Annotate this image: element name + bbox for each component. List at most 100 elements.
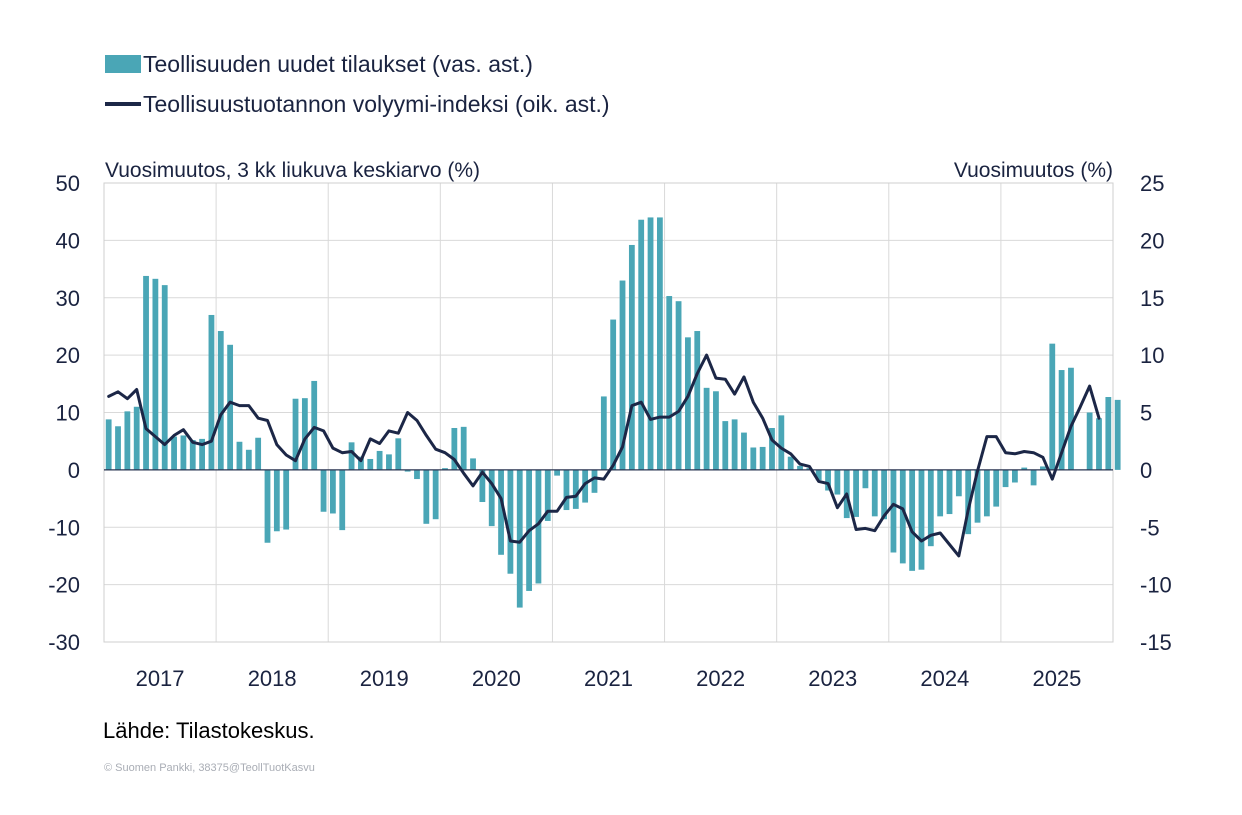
source-note: Lähde: Tilastokeskus. xyxy=(103,718,315,743)
bar xyxy=(479,469,486,503)
x-tick-label: 2017 xyxy=(136,666,185,691)
bar xyxy=(731,419,738,470)
bar xyxy=(1012,469,1018,483)
bar xyxy=(115,426,121,470)
bar xyxy=(1049,343,1056,470)
bar xyxy=(591,469,598,493)
bar xyxy=(264,469,271,543)
bar xyxy=(890,469,897,553)
bar xyxy=(470,458,476,470)
legend-label-bars: Teollisuuden uudet tilaukset (vas. ast.) xyxy=(143,50,533,77)
y-right-tick-label: -10 xyxy=(1140,573,1172,598)
bar xyxy=(348,442,355,470)
x-tick-label: 2020 xyxy=(472,666,521,691)
bar xyxy=(171,436,177,470)
bar xyxy=(507,469,514,574)
y-right-tick-label: 20 xyxy=(1140,228,1164,253)
bar xyxy=(899,469,906,564)
bar xyxy=(227,344,234,470)
bar xyxy=(105,419,112,470)
y-left-axis-title: Vuosimuutos, 3 kk liukuva keskiarvo (%) xyxy=(105,159,480,182)
bar xyxy=(797,465,803,470)
x-tick-label: 2019 xyxy=(360,666,409,691)
bar xyxy=(245,449,252,470)
bar xyxy=(871,469,878,517)
y-left-tick-label: 40 xyxy=(56,228,80,253)
y-left-tick-label: -20 xyxy=(48,573,80,598)
bar xyxy=(974,469,981,523)
bar xyxy=(834,469,841,495)
bar xyxy=(713,391,719,470)
x-tick-label: 2023 xyxy=(808,666,857,691)
bar xyxy=(488,469,495,527)
y-right-tick-label: 0 xyxy=(1140,458,1152,483)
bar xyxy=(750,447,757,470)
bar xyxy=(909,469,916,571)
production-line xyxy=(107,353,1101,558)
bar xyxy=(1086,412,1093,470)
bar xyxy=(628,244,635,470)
bar xyxy=(292,398,299,470)
bar xyxy=(199,438,205,470)
y-right-tick-label: 25 xyxy=(1140,171,1164,196)
bar xyxy=(554,469,561,476)
y-right-tick-label: 15 xyxy=(1140,286,1164,311)
bar-swatch xyxy=(105,55,141,73)
bar xyxy=(414,469,420,480)
bar xyxy=(666,296,673,470)
y-right-tick-label: -15 xyxy=(1140,630,1172,655)
bar xyxy=(983,469,990,517)
bar xyxy=(320,469,327,512)
bar xyxy=(825,469,831,491)
bar xyxy=(460,426,467,470)
y-left-tick-label: 10 xyxy=(56,401,80,426)
bar xyxy=(694,331,701,470)
bar xyxy=(124,411,131,470)
bar xyxy=(862,469,869,489)
bar xyxy=(301,398,308,470)
bar xyxy=(638,219,645,470)
bar xyxy=(311,380,318,470)
bar xyxy=(339,469,346,531)
bar xyxy=(404,469,411,472)
bar xyxy=(1002,469,1009,488)
bar xyxy=(946,469,953,515)
bar xyxy=(759,446,766,470)
bar xyxy=(918,469,925,570)
x-tick-label: 2022 xyxy=(696,666,745,691)
bar xyxy=(516,469,523,608)
y-left-tick-label: 0 xyxy=(68,458,80,483)
bar xyxy=(600,396,607,470)
bar xyxy=(881,469,888,520)
bar xyxy=(386,454,392,470)
bar xyxy=(133,406,140,470)
y-left-tick-label: 20 xyxy=(56,343,80,368)
bar xyxy=(675,301,682,470)
x-tick-label: 2021 xyxy=(584,666,633,691)
bar xyxy=(1040,466,1046,470)
bar xyxy=(1021,467,1028,470)
legend-label-line: Teollisuustuotannon volyymi-indeksi (oik… xyxy=(143,90,610,117)
bar xyxy=(1068,367,1074,470)
legend-item-bars: Teollisuuden uudet tilaukset (vas. ast.) xyxy=(105,44,610,84)
bar xyxy=(255,437,262,470)
bar xyxy=(423,469,430,524)
bar xyxy=(432,469,439,520)
bar xyxy=(685,337,691,470)
legend: Teollisuuden uudet tilaukset (vas. ast.)… xyxy=(105,44,610,124)
x-tick-label: 2018 xyxy=(248,666,297,691)
bar xyxy=(143,275,149,470)
bar xyxy=(358,456,364,470)
bar xyxy=(815,469,822,481)
bar xyxy=(544,469,551,521)
bar xyxy=(647,217,654,470)
bar xyxy=(853,469,859,517)
x-tick-label: 2024 xyxy=(920,666,969,691)
bar xyxy=(965,469,972,535)
bar xyxy=(208,314,215,470)
x-tick-label: 2025 xyxy=(1032,666,1081,691)
bar xyxy=(1030,469,1037,486)
bar xyxy=(1105,397,1112,470)
bar xyxy=(741,432,747,470)
